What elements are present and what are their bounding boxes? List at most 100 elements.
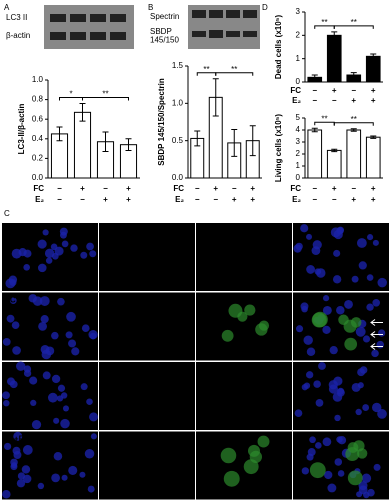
nucleus (86, 242, 94, 251)
significance-bracket (333, 122, 374, 126)
nucleus (327, 483, 337, 493)
micrograph (196, 292, 292, 361)
nucleus (357, 382, 364, 389)
error-bar (350, 72, 357, 78)
nucleus (303, 335, 313, 345)
nucleus (84, 448, 95, 459)
error-bar (370, 135, 377, 139)
nucleus (306, 371, 314, 379)
nucleus (12, 346, 21, 355)
nucleus (333, 249, 341, 257)
nucleus (367, 234, 374, 241)
y-tick-label: 1.5 (172, 61, 184, 70)
nucleus (322, 305, 332, 315)
nucleus (336, 436, 343, 443)
nucleus (316, 268, 326, 278)
y-tick-label: 4 (296, 125, 301, 134)
significance-label: ** (102, 90, 108, 99)
blot (44, 5, 134, 49)
y-axis-label: Living cells (x10⁵) (274, 114, 283, 183)
nucleus (376, 340, 385, 349)
y-tick-label: 1.0 (172, 98, 184, 107)
condition-sign: − (80, 195, 85, 204)
nucleus (377, 409, 387, 419)
nucleus (306, 347, 316, 356)
cell (312, 311, 328, 328)
micrograph (99, 431, 195, 500)
error-bar (194, 130, 201, 147)
nucleus (4, 442, 12, 451)
nucleus (2, 489, 11, 499)
significance-bracket (82, 97, 129, 101)
y-tick-label: 0.0 (32, 173, 44, 182)
nucleus (322, 295, 330, 302)
nucleus (337, 470, 345, 477)
cell (247, 444, 261, 457)
error-bar (79, 103, 86, 122)
bar (346, 129, 362, 179)
micrograph (196, 223, 292, 291)
y-axis-label: Dead cells (x10⁵) (274, 15, 283, 80)
nucleus (79, 471, 86, 478)
nucleus (57, 297, 65, 306)
nucleus (377, 277, 387, 288)
bar (307, 129, 323, 179)
panel-letter: C (4, 209, 10, 218)
nucleus (90, 433, 97, 440)
condition-sign: + (250, 184, 255, 193)
micrograph (2, 431, 98, 500)
nucleus (89, 412, 99, 422)
cell (344, 337, 358, 351)
condition-sign: − (195, 195, 200, 204)
condition-sign: + (351, 96, 356, 105)
nucleus (61, 240, 69, 248)
column-label: TUNEL (165, 226, 192, 235)
significance-label: ** (351, 18, 357, 27)
condition-sign: + (103, 195, 108, 204)
cell (257, 435, 270, 448)
nucleus (371, 402, 382, 413)
condition-sign: − (351, 86, 356, 95)
y-tick-label: 0.8 (32, 95, 44, 104)
nucleus (303, 382, 311, 389)
error-bar (125, 138, 132, 152)
nucleus (51, 374, 61, 384)
condition-sign: − (232, 184, 237, 193)
micrograph (196, 362, 292, 430)
cell (338, 314, 349, 326)
error-bar (311, 74, 318, 81)
nucleus (89, 332, 97, 340)
nucleus (322, 325, 331, 335)
nucleus (355, 326, 366, 337)
nucleus (44, 248, 55, 259)
significance-label: ** (321, 114, 327, 123)
cell (223, 470, 240, 487)
condition-name: FC (173, 184, 184, 193)
nucleus (309, 436, 316, 444)
nucleus (294, 409, 303, 418)
nucleus (22, 445, 33, 455)
nucleus (2, 337, 11, 346)
nucleus (38, 321, 47, 331)
nucleus (334, 414, 341, 422)
nucleus (86, 398, 93, 406)
cell (221, 329, 234, 342)
condition-sign: − (103, 184, 108, 193)
column-label: DAPI (75, 226, 94, 235)
row-label: E₂ (5, 365, 14, 374)
y-tick-label: 1 (296, 54, 301, 63)
y-tick-label: 3 (296, 7, 301, 16)
nucleus (37, 263, 47, 273)
bar (73, 111, 92, 179)
nucleus (315, 399, 324, 407)
nucleus (31, 420, 42, 430)
nucleus (9, 297, 17, 304)
y-tick-label: 5 (296, 113, 301, 122)
significance-bracket (333, 25, 374, 29)
nucleus (17, 472, 26, 480)
y-tick-label: 0.0 (172, 173, 184, 182)
nucleus (45, 257, 53, 264)
y-axis-label: LC3-II/β-actin (17, 104, 26, 155)
nucleus (16, 479, 26, 488)
